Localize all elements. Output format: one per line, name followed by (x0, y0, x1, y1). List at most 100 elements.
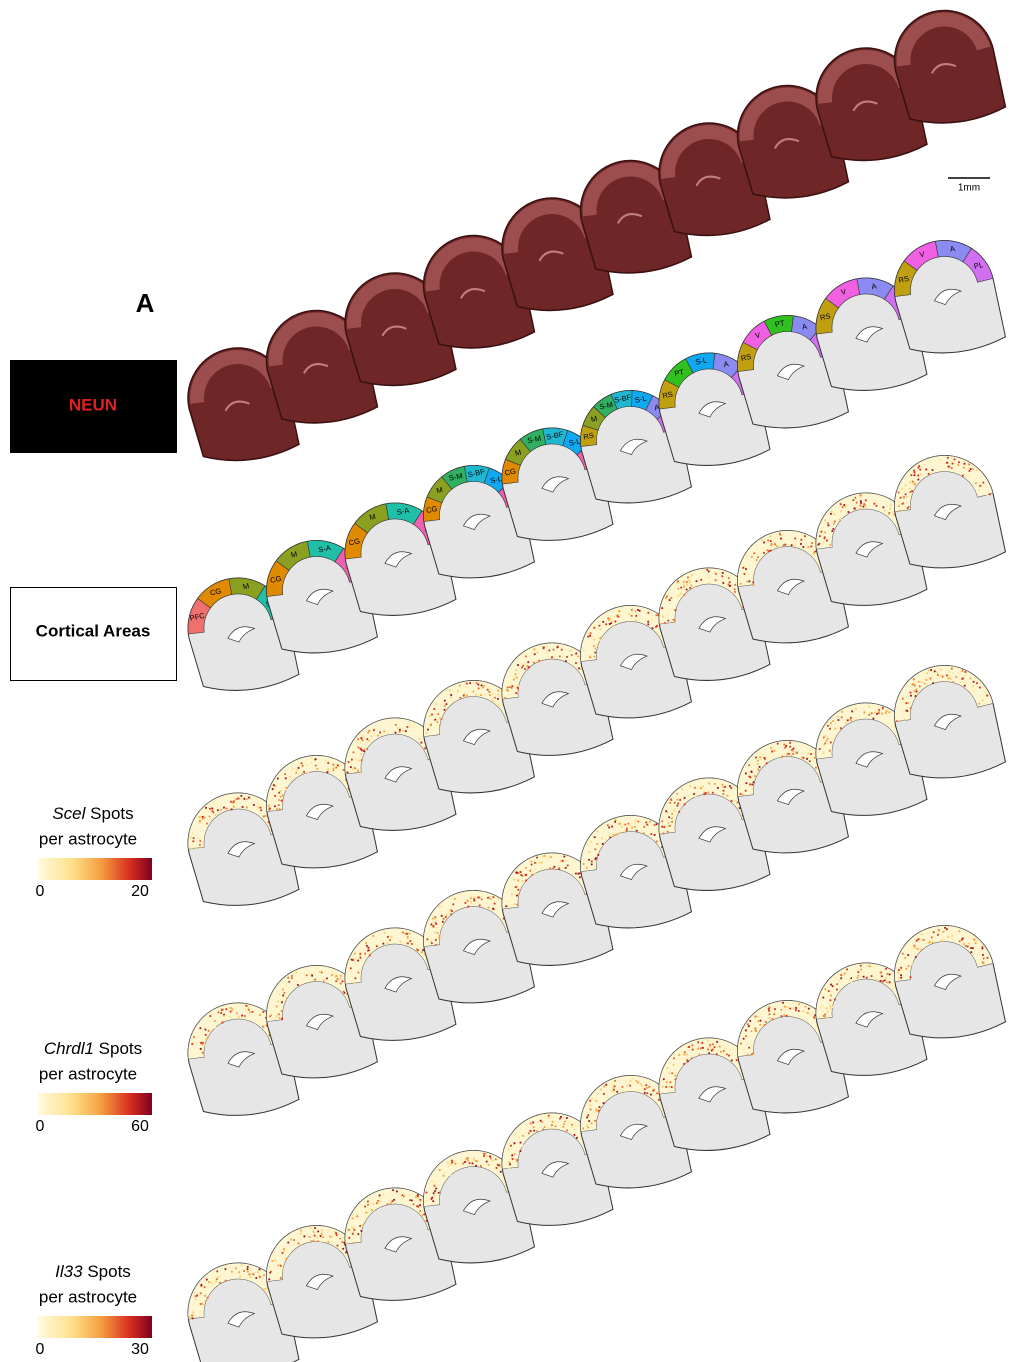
expression-spot (685, 581, 688, 584)
neun-cortex (268, 312, 363, 367)
expression-spot (878, 709, 881, 713)
expression-spot (616, 614, 619, 618)
expression-spot (280, 799, 283, 802)
expression-spot (532, 661, 535, 664)
expression-spot (276, 807, 279, 811)
expression-spot (350, 758, 353, 761)
expression-spot (515, 668, 518, 672)
expression-spot (708, 575, 711, 578)
expression-spot (469, 682, 472, 685)
expression-spot (868, 965, 871, 968)
expression-spot (676, 804, 679, 807)
expression-spot (792, 1007, 795, 1010)
expression-spot (827, 989, 830, 993)
expression-spot (953, 458, 956, 461)
expression-spot (452, 903, 455, 906)
expression-spot (553, 865, 556, 868)
expression-spot (516, 903, 519, 906)
expression-spot (753, 552, 756, 555)
expression-spot (850, 981, 853, 984)
expression-spot (491, 699, 494, 702)
expression-spot (199, 1302, 202, 1306)
expression-spot (919, 468, 922, 471)
expression-spot (452, 1160, 455, 1163)
expression-spot (535, 659, 538, 662)
expression-spot (859, 499, 862, 503)
expression-spot (547, 857, 550, 860)
expression-spot (751, 787, 754, 790)
expression-spot (921, 938, 925, 941)
expression-spot (361, 1223, 364, 1226)
expression-spot (372, 1202, 375, 1205)
expression-spot (208, 807, 212, 810)
expression-spot (821, 1010, 824, 1013)
expression-spot (612, 1086, 615, 1089)
expression-spot (653, 823, 656, 827)
expression-spot (589, 1108, 592, 1111)
expression-spot (599, 628, 602, 631)
expression-spot (458, 684, 461, 687)
expression-spot (342, 1247, 345, 1250)
expression-spot (979, 484, 982, 487)
expression-spot (925, 468, 928, 471)
expression-spot (879, 971, 882, 975)
expression-spot (402, 1192, 405, 1196)
expression-spot (981, 945, 984, 948)
expression-spot (191, 1042, 194, 1045)
ventricle (541, 901, 570, 918)
expression-spot (811, 542, 814, 545)
ventricle (698, 401, 727, 418)
expression-spot (643, 1088, 646, 1091)
expression-spot (758, 756, 761, 759)
expression-spot (404, 730, 407, 733)
expression-spot (854, 707, 857, 710)
expression-spot (764, 1020, 767, 1024)
expression-spot (970, 951, 973, 954)
expression-spot (247, 1007, 250, 1010)
expression-spot (885, 967, 888, 970)
expression-spot (749, 776, 752, 779)
expression-spot (320, 1229, 323, 1232)
expression-spot (837, 718, 840, 722)
expression-spot (778, 532, 781, 535)
expression-spot (822, 1014, 825, 1017)
expression-spot (306, 771, 309, 774)
expression-spot (347, 760, 350, 764)
expression-spot (791, 749, 795, 752)
expression-spot (624, 823, 627, 826)
expression-spot (423, 953, 426, 956)
expression-spot (742, 566, 745, 569)
expression-spot (600, 837, 603, 840)
expression-spot (666, 1066, 669, 1070)
expression-spot (786, 1006, 789, 1009)
expression-spot (267, 804, 270, 807)
area-label: A (871, 281, 878, 291)
expression-spot (521, 880, 524, 883)
expression-spot (436, 931, 439, 934)
expression-spot (744, 772, 747, 775)
expression-spot (856, 976, 859, 979)
expression-spot (854, 496, 857, 499)
expression-spot (697, 1047, 700, 1050)
expression-spot (206, 1036, 209, 1039)
expression-spot (832, 522, 835, 525)
expression-spot (626, 823, 629, 827)
expression-spot (833, 520, 836, 523)
expression-spot (814, 766, 818, 769)
expression-spot (241, 1016, 245, 1019)
expression-spot (590, 863, 593, 866)
expression-spot (978, 686, 981, 689)
expression-spot (220, 1011, 223, 1015)
expression-spot (900, 974, 903, 977)
expression-spot (875, 978, 878, 982)
expression-spot (353, 1229, 356, 1232)
expression-spot (836, 715, 839, 718)
expression-spot (524, 866, 527, 869)
expression-spot (614, 620, 617, 623)
expression-spot (903, 718, 906, 721)
expression-spot (548, 649, 551, 652)
expression-spot (313, 1230, 316, 1233)
expression-spot (813, 756, 816, 759)
expression-spot (755, 756, 758, 759)
expression-spot (297, 766, 300, 770)
